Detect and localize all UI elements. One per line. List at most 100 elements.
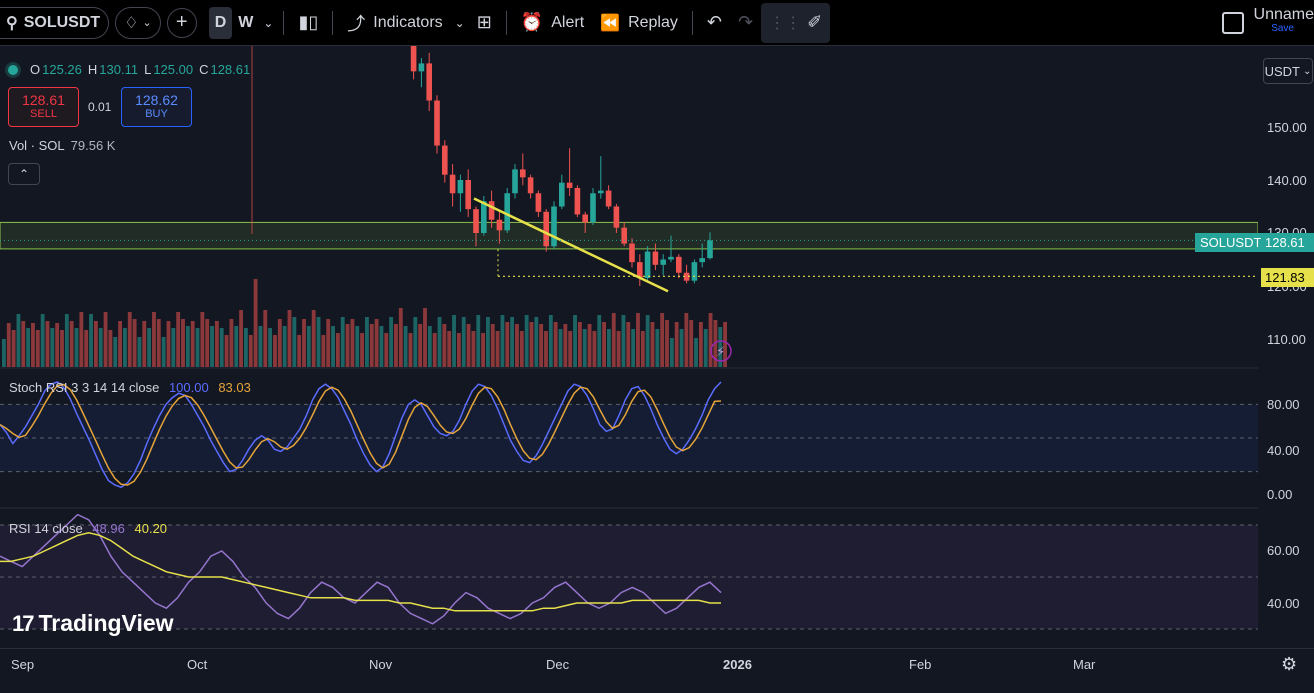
sell-button[interactable]: 128.61 SELL — [8, 87, 79, 127]
price-axis[interactable]: 150.00 140.00 130.00 120.00 110.00 80.00… — [1258, 46, 1314, 648]
alert-button[interactable]: ⏰ Alert — [520, 12, 585, 32]
volume-bar — [708, 313, 713, 367]
volume-bar — [679, 329, 684, 367]
replay-button[interactable]: ⏪ Replay — [600, 13, 678, 32]
rsi-tick: 60.00 — [1267, 543, 1300, 558]
candle-body — [707, 240, 713, 259]
time-tick: Nov — [369, 657, 393, 672]
volume-legend: Vol · SOL 79.56 K — [9, 138, 116, 153]
volume-bar — [389, 317, 394, 367]
volume-bar — [185, 326, 190, 367]
candle-body — [504, 193, 510, 231]
indicators-button[interactable]: ⤴ Indicators — [339, 0, 450, 46]
volume-bar — [277, 319, 282, 367]
collapse-legend-button[interactable]: ⌃ — [8, 163, 40, 185]
volume-bar — [200, 312, 205, 367]
candle-body — [481, 201, 487, 233]
grid-icon: ⊞ — [476, 12, 492, 32]
compare-symbol-button[interactable]: + — [166, 7, 197, 38]
volume-bar — [515, 324, 519, 367]
volume-bar — [694, 338, 698, 367]
candle-body — [652, 251, 659, 265]
volume-bar — [374, 319, 379, 367]
volume-bar — [195, 328, 200, 367]
candle-body — [410, 46, 417, 72]
volume-bar — [210, 326, 214, 367]
candle-body — [496, 219, 503, 231]
stoch-tick: 40.00 — [1267, 443, 1300, 458]
volume-bar — [50, 328, 55, 367]
candle-body — [449, 174, 456, 194]
layout-checkbox[interactable] — [1222, 12, 1244, 34]
market-status-icon — [8, 64, 18, 75]
volume-bar — [398, 308, 403, 367]
volume-bar — [355, 326, 360, 367]
plus-icon: + — [175, 11, 188, 33]
timeframe-dropdown-button[interactable]: ⌄ — [259, 0, 277, 46]
volume-bar — [84, 330, 89, 367]
candle-body — [442, 145, 448, 175]
volume-bar — [273, 335, 277, 367]
volume-bar — [500, 315, 505, 367]
candle-body — [426, 63, 432, 101]
candle-body — [488, 201, 495, 220]
undo-button[interactable]: ↶ — [699, 0, 730, 46]
candle-body — [699, 258, 705, 263]
volume-bar — [461, 317, 466, 367]
timeframe-d-button[interactable]: D — [208, 6, 233, 39]
last-price-tag: 128.61 — [1261, 233, 1314, 252]
volume-bar — [123, 328, 127, 367]
volume-bar — [248, 335, 253, 367]
volume-bar — [413, 317, 418, 367]
drawing-tool-button[interactable]: ⋮⋮ ✐ — [761, 2, 831, 43]
time-tick: Dec — [546, 657, 570, 672]
lightning-icon — [710, 340, 732, 362]
volume-bar — [214, 321, 219, 367]
volume-bar — [597, 315, 602, 367]
time-tick: Mar — [1073, 657, 1096, 672]
candle-body — [582, 214, 588, 223]
time-axis[interactable]: Sep Oct Nov Dec 2026 Feb Mar — [0, 648, 1314, 693]
candle-body — [668, 256, 674, 260]
chevron-down-icon: ⌄ — [263, 15, 274, 30]
stoch-k-value: 100.00 — [168, 380, 209, 395]
chart-settings-gear-icon[interactable]: ⚙ — [1281, 654, 1298, 674]
candle-body — [574, 187, 581, 215]
volume-bar — [698, 322, 703, 367]
timeframe-w-button[interactable]: W — [238, 13, 254, 31]
chart-canvas[interactable]: ⚡ — [0, 46, 1258, 648]
redo-button[interactable]: ↷ — [730, 0, 761, 46]
volume-bar — [64, 314, 69, 367]
volume-bar — [244, 328, 248, 367]
templates-button[interactable]: ⊞ — [469, 0, 500, 46]
volume-bar — [669, 338, 674, 367]
volume-bar — [684, 313, 689, 367]
candle-body — [637, 262, 643, 279]
volume-bar — [442, 324, 447, 367]
volume-bar — [26, 328, 31, 367]
symbol-type-button[interactable]: ♢ ⌄ — [115, 6, 161, 39]
layout-save-area[interactable]: Unname Save — [1254, 6, 1314, 34]
volume-bar — [258, 326, 263, 367]
symbol-search-button[interactable]: ⚲ SOLUSDT — [0, 6, 110, 39]
volume-bar — [331, 326, 335, 367]
candle-body — [613, 206, 620, 228]
volume-bar — [31, 323, 35, 367]
buy-button[interactable]: 128.62 BUY — [121, 87, 192, 127]
candle-body — [520, 169, 526, 178]
volume-bar — [674, 322, 679, 367]
chart-type-button[interactable]: ▮▯ — [290, 0, 326, 46]
stoch-k-line — [0, 381, 722, 489]
save-link[interactable]: Save — [1271, 23, 1294, 34]
volume-bar — [137, 337, 142, 367]
candle-body — [598, 190, 604, 194]
currency-select[interactable]: USDT ⌄ — [1263, 58, 1313, 84]
volume-bar — [723, 322, 727, 367]
rewind-icon: ⏪ — [600, 14, 621, 32]
volume-bar — [650, 322, 655, 367]
price-tick: 150.00 — [1267, 120, 1307, 135]
indicators-dropdown-button[interactable]: ⌄ — [451, 0, 469, 46]
volume-bar — [156, 319, 161, 367]
stoch-d-value: 83.03 — [218, 380, 251, 395]
volume-bar — [205, 319, 210, 367]
